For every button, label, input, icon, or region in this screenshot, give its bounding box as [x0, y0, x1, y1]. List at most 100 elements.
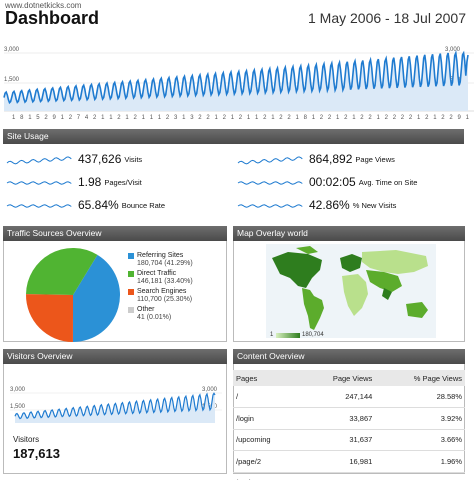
y-tick-label: 3,000: [10, 387, 26, 393]
region-greenland[interactable]: [296, 246, 318, 254]
page-path[interactable]: /: [233, 386, 301, 408]
metric-bounce-rate[interactable]: 65.84% Bounce Rate: [6, 197, 165, 213]
x-tick-label: 1: [125, 115, 129, 121]
metric-visits[interactable]: 437,626 Visits: [6, 151, 142, 167]
visitors-series-line[interactable]: [14, 392, 216, 420]
y-tick-label: 1,500: [10, 404, 26, 410]
region-india[interactable]: [382, 288, 392, 300]
column-header[interactable]: Page Views: [300, 370, 376, 386]
x-tick-label: 1: [12, 115, 16, 121]
metric-label: Visits: [124, 154, 143, 164]
table-row[interactable]: / 247,144 28.58%: [233, 386, 465, 408]
content-overview-header[interactable]: Content Overview: [233, 349, 465, 364]
traffic-sources-header[interactable]: Traffic Sources Overview: [3, 226, 227, 241]
x-tick-label: 1: [433, 115, 437, 121]
map-overlay-header[interactable]: Map Overlay world: [233, 226, 465, 241]
legend-swatch: [128, 307, 134, 313]
x-tick-label: 2: [401, 115, 405, 121]
page-path[interactable]: /upcoming: [233, 429, 301, 451]
region-europe[interactable]: [340, 254, 362, 272]
legend-swatch: [128, 289, 134, 295]
world-map[interactable]: [266, 244, 436, 338]
metric-new-visits[interactable]: 42.86% % New Visits: [237, 197, 396, 213]
region-asia[interactable]: [366, 270, 402, 292]
site-url: www.dotnetkicks.com: [5, 1, 82, 10]
x-tick-label: 8: [304, 115, 308, 121]
region-australia[interactable]: [406, 302, 428, 318]
x-tick-label: 9: [458, 115, 462, 121]
metric-avg-time[interactable]: 00:02:05 Avg. Time on Site: [237, 174, 417, 190]
metric-value: 00:02:05: [309, 175, 356, 189]
metric-value: 65.84%: [78, 198, 119, 212]
x-tick-label: 2: [409, 115, 413, 121]
x-tick-label: 1: [150, 115, 154, 121]
x-tick-label: 1: [142, 115, 146, 121]
x-tick-label: 3: [190, 115, 194, 121]
legend-name: Referring Sites: [137, 252, 184, 259]
x-tick-label: 1: [466, 115, 470, 121]
table-row[interactable]: /page/2 16,981 1.96%: [233, 450, 465, 473]
column-header[interactable]: % Page Views: [375, 370, 465, 386]
sparkline-icon: [237, 156, 303, 165]
metric-label: Pages/Visit: [104, 177, 142, 187]
date-range-picker[interactable]: 1 May 2006 - 18 Jul 2007: [308, 10, 466, 26]
region-south-america[interactable]: [302, 288, 324, 330]
column-header[interactable]: Pages: [233, 370, 301, 386]
region-north-america[interactable]: [272, 252, 322, 288]
region-russia[interactable]: [362, 250, 428, 274]
metric-pages-per-visit[interactable]: 1.98 Pages/Visit: [6, 174, 142, 190]
metric-value: 864,892: [309, 152, 353, 166]
page-path[interactable]: /register: [233, 472, 301, 480]
sparkline-icon: [237, 181, 303, 185]
pie-slice-direct-traffic[interactable]: [26, 247, 98, 295]
site-usage-header[interactable]: Site Usage: [3, 129, 464, 144]
x-tick-label: 1: [28, 115, 32, 121]
metric-value: 1.98: [78, 175, 102, 189]
visitors-chart[interactable]: 3,000 1,500 3,000 1,500: [10, 385, 222, 429]
page-title: Dashboard: [5, 8, 100, 28]
metric-page-views[interactable]: 864,892 Page Views: [237, 151, 395, 167]
x-tick-label: 1: [182, 115, 186, 121]
x-tick-label: 2: [441, 115, 445, 121]
x-tick-label: 2: [44, 115, 48, 121]
map-legend-min: 1: [270, 332, 274, 338]
x-tick-label: 1: [247, 115, 251, 121]
x-tick-label: 2: [166, 115, 170, 121]
pie-slice-referring-sites[interactable]: [73, 254, 121, 342]
visitors-overview-header[interactable]: Visitors Overview: [3, 349, 227, 364]
x-tick-label: 2: [117, 115, 121, 121]
x-tick-label: 2: [279, 115, 283, 121]
page-views-percent: 28.58%: [375, 386, 465, 408]
table-row[interactable]: /register 9,680 1.12%: [233, 472, 465, 480]
sparkline-icon: [6, 156, 72, 165]
x-tick-label: 2: [263, 115, 267, 121]
x-tick-label: 1: [352, 115, 356, 121]
traffic-sources-pie-chart[interactable]: [23, 245, 123, 345]
x-tick-label: 2: [239, 115, 243, 121]
x-tick-label: 2: [360, 115, 364, 121]
table-row[interactable]: /upcoming 31,637 3.66%: [233, 429, 465, 451]
x-tick-label: 2: [368, 115, 372, 121]
legend-name: Other: [137, 306, 155, 313]
content-table: Pages Page Views % Page Views / 247,144 …: [233, 370, 465, 480]
x-tick-label: 7: [77, 115, 81, 121]
x-tick-label: 1: [61, 115, 65, 121]
y-tick-label: 1,500: [4, 77, 20, 83]
x-tick-label: 2: [449, 115, 453, 121]
x-tick-label: 1: [417, 115, 421, 121]
page-path[interactable]: /login: [233, 407, 301, 430]
region-africa[interactable]: [342, 274, 368, 316]
pie-slice-search-engines[interactable]: [26, 294, 73, 342]
metric-value: 42.86%: [309, 198, 350, 212]
page-views: 247,144: [300, 386, 376, 408]
x-tick-label: 1: [271, 115, 275, 121]
table-header-row: Pages Page Views % Page Views: [233, 370, 465, 386]
page-path[interactable]: /page/2: [233, 450, 301, 473]
metric-value: 437,626: [78, 152, 122, 166]
x-tick-label: 3: [174, 115, 178, 121]
table-row[interactable]: /login 33,867 3.92%: [233, 407, 465, 430]
traffic-series-line[interactable]: [3, 49, 469, 105]
legend-name: Search Engines: [137, 288, 187, 295]
